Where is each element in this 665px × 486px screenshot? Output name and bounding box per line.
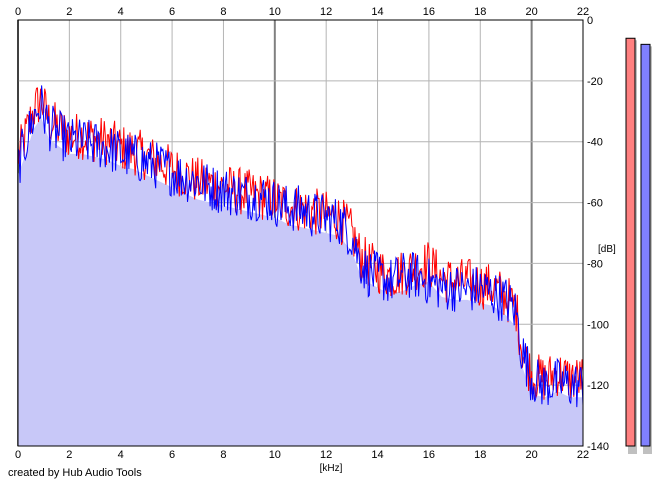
x-tick-label-top: 10 xyxy=(269,6,281,18)
x-tick-label-top: 2 xyxy=(66,6,72,18)
x-tick-label-bottom: 14 xyxy=(371,449,383,461)
level-meters xyxy=(625,37,652,454)
x-tick-label-top: 22 xyxy=(577,6,589,18)
x-tick-label-bottom: 8 xyxy=(220,449,226,461)
y-tick-label: -140 xyxy=(587,441,609,453)
x-tick-label-top: 4 xyxy=(118,6,124,18)
x-tick-label-bottom: 2 xyxy=(66,449,72,461)
series-trace-2 xyxy=(17,85,584,408)
spectrum-traces xyxy=(17,85,584,408)
y-axis-unit: [dB] xyxy=(598,244,616,255)
x-tick-label-top: 12 xyxy=(320,6,332,18)
x-tick-label-bottom: 10 xyxy=(269,449,281,461)
x-tick-label-bottom: 20 xyxy=(526,449,538,461)
spectrum-area-fill xyxy=(18,117,583,447)
x-axis-unit: [kHz] xyxy=(320,463,343,474)
credit-text: created by Hub Audio Tools xyxy=(8,467,142,479)
x-tick-label-top: 18 xyxy=(474,6,486,18)
x-tick-label-top: 0 xyxy=(15,6,21,18)
x-tick-label-bottom: 6 xyxy=(169,449,175,461)
y-tick-label: -60 xyxy=(587,198,603,210)
y-tick-label: -100 xyxy=(587,319,609,331)
x-tick-label-top: 20 xyxy=(526,6,538,18)
y-axis-right: 0 -20 -40 -60 -80 -100 -120 -140 xyxy=(587,15,609,453)
y-tick-label: -40 xyxy=(587,137,603,149)
x-tick-label-top: 6 xyxy=(169,6,175,18)
y-tick-label: -80 xyxy=(587,258,603,270)
level-meter-left xyxy=(625,37,636,447)
y-tick-label: -120 xyxy=(587,380,609,392)
x-axis-bottom: 0 2 4 6 8 10 12 14 16 18 20 22 xyxy=(15,449,589,461)
y-tick-label: -20 xyxy=(587,76,603,88)
x-tick-label-top: 14 xyxy=(371,6,383,18)
x-tick-label-bottom: 4 xyxy=(118,449,124,461)
plot-frame xyxy=(17,19,584,447)
x-tick-label-top: 16 xyxy=(423,6,435,18)
level-meter-right xyxy=(640,43,651,447)
x-tick-label-top: 8 xyxy=(220,6,226,18)
x-tick-label-bottom: 18 xyxy=(474,449,486,461)
x-tick-label-bottom: 12 xyxy=(320,449,332,461)
x-tick-label-bottom: 0 xyxy=(15,449,21,461)
y-tick-label: 0 xyxy=(587,15,593,27)
x-axis-top: 0 2 4 6 8 10 12 14 16 18 20 22 xyxy=(15,6,589,18)
x-tick-label-bottom: 16 xyxy=(423,449,435,461)
x-tick-label-bottom: 22 xyxy=(577,449,589,461)
